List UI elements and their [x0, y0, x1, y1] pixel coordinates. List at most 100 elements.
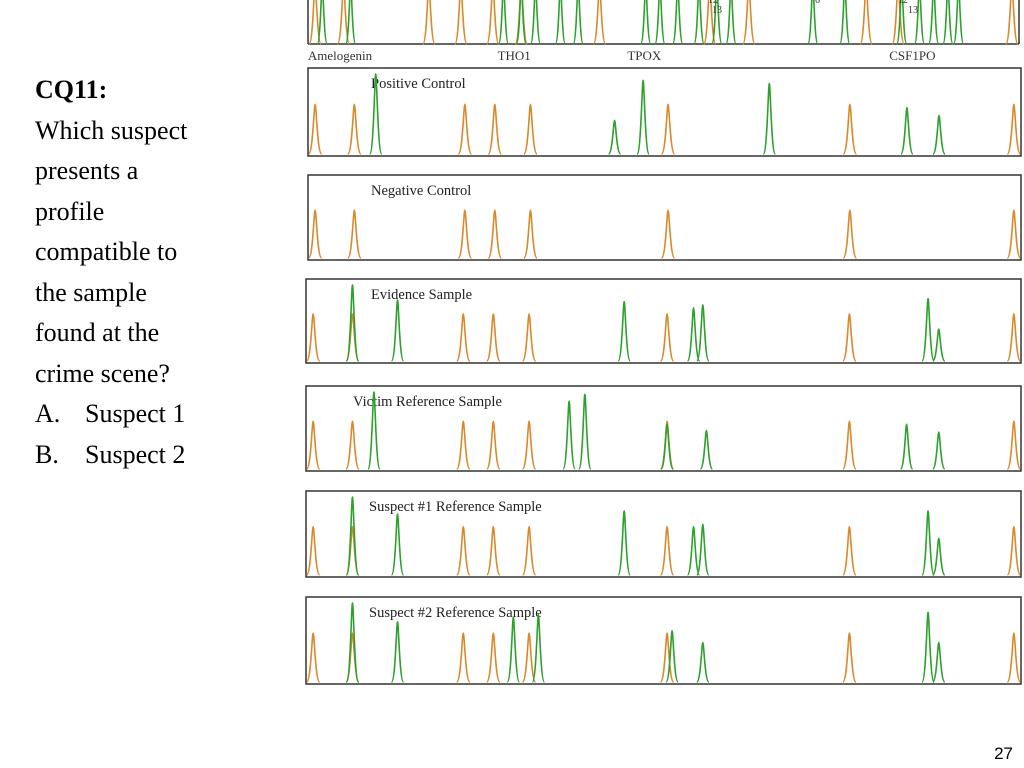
sample-peak: [671, 0, 684, 45]
locus-label: TPOX: [627, 48, 662, 63]
sample-peak: [921, 510, 935, 576]
sample-peak: [696, 641, 710, 683]
ladder-peak: [487, 103, 503, 155]
sample-peak: [617, 510, 631, 576]
sample-peak: [497, 0, 510, 45]
sample-peak: [390, 621, 405, 683]
top-partial-label: 6: [815, 0, 820, 6]
sample-peak: [931, 537, 946, 576]
question-title: CQ11:: [35, 75, 108, 104]
sample-peak: [942, 0, 954, 45]
ladder-peak: [523, 209, 538, 259]
sample-peak: [345, 602, 360, 683]
ladder-peak: [486, 632, 501, 683]
panel-label: Negative Control: [371, 183, 471, 199]
ladder-peak: [592, 0, 607, 45]
sample-peak: [913, 0, 926, 45]
sample-peak: [686, 306, 701, 362]
locus-label: Amelogenin: [308, 48, 373, 63]
sample-peak: [665, 629, 679, 683]
sample-peak: [725, 0, 737, 45]
sample-peak: [696, 523, 710, 576]
ladder-peak: [422, 0, 436, 45]
ladder-peak: [1005, 0, 1019, 45]
ladder-peak: [660, 103, 676, 155]
ladder-peak: [521, 313, 537, 362]
ladder-peak: [659, 525, 675, 576]
sample-peak: [617, 300, 631, 362]
sample-peak: [931, 328, 946, 362]
ladder-peak: [891, 0, 905, 45]
panel-4: Victim Reference Sample: [305, 385, 1022, 472]
sample-peak: [699, 429, 714, 470]
sample-peak: [506, 616, 521, 683]
ladder-peak: [660, 209, 676, 259]
panel-6: Suspect #2 Reference Sample: [305, 596, 1022, 685]
panel-5: Suspect #1 Reference Sample: [305, 490, 1022, 578]
option-a-letter: A.: [35, 399, 61, 428]
question-line: compatible to: [35, 237, 178, 266]
sample-peak: [899, 423, 914, 470]
panel-label: Evidence Sample: [371, 287, 472, 303]
sample-peak: [932, 114, 946, 155]
sample-peak: [807, 0, 819, 45]
option-b-letter: B.: [35, 439, 59, 469]
ladder-peak: [514, 0, 529, 45]
question-line: profile: [35, 196, 105, 226]
locus-label: CSF1PO: [889, 48, 935, 63]
ladder-peak: [486, 0, 500, 45]
ladder-peak: [454, 0, 468, 45]
sample-peak: [839, 0, 851, 45]
ladder-peak: [308, 0, 322, 45]
ladder-peak: [456, 632, 471, 683]
sample-peak: [578, 393, 592, 470]
option-a-text: Suspect 1: [85, 399, 186, 428]
ladder-peak: [1006, 632, 1022, 683]
ladder-peak: [659, 313, 675, 362]
ladder-peak: [347, 103, 362, 155]
ladder-peak: [521, 632, 537, 683]
locus-labels: Amelogenin THO1 TPOX CSF1PO: [308, 48, 936, 63]
sample-peak: [711, 0, 723, 45]
sample-peak: [367, 391, 381, 470]
ladder-peak: [305, 525, 321, 576]
option-a[interactable]: A. Suspect 1: [35, 394, 267, 435]
ladder-peak: [456, 525, 471, 576]
question-line: the sample: [35, 277, 147, 307]
sample-peak: [345, 284, 360, 362]
sample-peak: [660, 423, 674, 470]
panel-1: Positive Control: [307, 67, 1022, 157]
sample-peak: [952, 0, 965, 45]
sample-peak: [636, 79, 650, 155]
sample-peak: [390, 513, 405, 576]
sample-peak: [693, 0, 705, 45]
ladder-peak: [742, 0, 756, 45]
ladder-peak: [307, 103, 323, 155]
ladder-peak: [457, 209, 473, 259]
panel-label: Suspect #2 Reference Sample: [369, 605, 542, 621]
sample-peak: [390, 299, 405, 362]
question-line: crime scene?: [35, 358, 170, 388]
sample-peak: [344, 0, 357, 45]
ladder-peak: [486, 525, 501, 576]
sample-peak: [554, 0, 567, 45]
panel-label: Suspect #1 Reference Sample: [369, 499, 542, 515]
option-b[interactable]: B. Suspect 2: [35, 435, 267, 476]
ladder-peak: [305, 313, 321, 362]
ladder-peak: [307, 209, 323, 259]
ladder-peak: [842, 313, 857, 362]
sample-peak: [529, 0, 542, 45]
sample-peak: [931, 641, 946, 683]
ladder-peak: [1006, 525, 1022, 576]
sample-peak: [639, 0, 652, 45]
ladder-peak: [659, 632, 675, 683]
top-partial-label: 12: [708, 0, 718, 6]
ladder-peak: [842, 632, 857, 683]
option-b-text: Suspect 2: [85, 439, 186, 469]
sample-peak: [686, 525, 701, 576]
ladder-peak: [1006, 103, 1022, 155]
sample-peak: [345, 496, 360, 576]
ladder-peak: [842, 209, 858, 259]
ladder-peak: [702, 0, 717, 45]
